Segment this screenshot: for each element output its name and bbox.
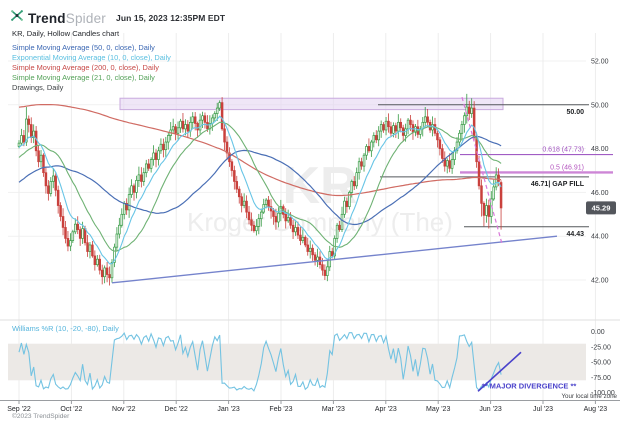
svg-text:46.00: 46.00 — [591, 190, 609, 197]
trendspider-logo-icon[interactable] — [10, 8, 24, 28]
legend-item-ema10[interactable]: Exponential Moving Average (10, 0, close… — [12, 53, 171, 62]
drawings-layer[interactable] — [111, 96, 558, 284]
svg-text:45.29: 45.29 — [592, 204, 611, 213]
svg-text:Nov '22: Nov '22 — [112, 406, 136, 413]
svg-text:42.00: 42.00 — [591, 278, 609, 285]
legend-item-drawings[interactable]: Drawings, Daily — [12, 83, 64, 92]
svg-text:Oct '22: Oct '22 — [60, 406, 82, 413]
svg-text:Jul '23: Jul '23 — [533, 406, 553, 413]
svg-text:Aug '23: Aug '23 — [584, 406, 608, 413]
svg-text:-50.00: -50.00 — [591, 360, 611, 367]
header: TrendSpider Jun 15, 2023 12:35PM EDT — [10, 8, 225, 28]
svg-text:-25.00: -25.00 — [591, 344, 611, 351]
svg-text:-100.00: -100.00 — [591, 390, 615, 397]
svg-text:44.00: 44.00 — [591, 234, 609, 241]
timezone-note[interactable]: Your local time zone — [561, 393, 618, 400]
brand-spider: Spider — [65, 10, 106, 26]
svg-text:Jan '23: Jan '23 — [217, 406, 239, 413]
svg-text:Feb '23: Feb '23 — [269, 406, 292, 413]
indicator-legend: KR, Daily, Hollow Candles chart Simple M… — [12, 29, 171, 93]
svg-text:Kroger Company (The): Kroger Company (The) — [187, 207, 453, 237]
resistance-zone[interactable] — [119, 97, 504, 111]
svg-text:44.43: 44.43 — [566, 231, 584, 238]
svg-text:46.71| GAP FILL: 46.71| GAP FILL — [531, 181, 585, 188]
ascending-trendline — [111, 235, 558, 284]
brand-trend: Trend — [28, 10, 66, 26]
svg-text:50.00: 50.00 — [566, 109, 584, 116]
svg-text:52.00: 52.00 — [591, 59, 609, 66]
legend-item-sma21[interactable]: Simple Moving Average (21, 0, close), Da… — [12, 73, 155, 82]
price-levels[interactable]: 50.00 0.618 (47.73) 0.5 (46.91) 46.71| GAP … — [378, 104, 613, 238]
legend-item-williams-r[interactable]: Williams %R (10, -20, -80), Daily — [12, 324, 119, 333]
svg-text:Jun '23: Jun '23 — [479, 406, 501, 413]
williams-threshold-band — [8, 343, 586, 381]
time-axis[interactable]: Sep '22 Oct '22 Nov '22 Dec '22 Jan '23 Feb '… — [0, 400, 620, 414]
svg-text:0.5 (46.91): 0.5 (46.91) — [550, 164, 584, 171]
candles — [17, 93, 503, 286]
price-axis[interactable]: 52.00 50.00 48.00 46.00 44.00 42.00 0.00 -25.00… — [591, 59, 615, 398]
divergence-label: ** MAJOR DIVERGENCE ** — [482, 382, 577, 391]
svg-text:-75.00: -75.00 — [591, 375, 611, 382]
svg-text:Sep '22: Sep '22 — [7, 406, 31, 413]
current-price-badge: 45.29 — [586, 201, 616, 215]
legend-item-sma200[interactable]: Simple Moving Average (200, 0, close), D… — [12, 63, 159, 72]
svg-text:Mar '23: Mar '23 — [322, 406, 345, 413]
chart-timestamp: Jun 15, 2023 12:35PM EDT — [116, 13, 226, 23]
svg-text:48.00: 48.00 — [591, 146, 609, 153]
dashed-breakdown-line — [461, 96, 503, 245]
brand-wordmark[interactable]: TrendSpider — [28, 11, 106, 26]
legend-item-sma50[interactable]: Simple Moving Average (50, 0, close), Da… — [12, 43, 155, 52]
svg-text:Apr '23: Apr '23 — [375, 406, 397, 413]
ema10-line — [18, 115, 502, 265]
svg-text:Dec '22: Dec '22 — [164, 406, 188, 413]
svg-text:50.00: 50.00 — [591, 102, 609, 109]
svg-text:0.618 (47.73): 0.618 (47.73) — [542, 147, 584, 154]
williams-r-line — [18, 331, 502, 392]
svg-text:0.00: 0.00 — [591, 329, 605, 336]
divergence-trendline[interactable] — [477, 351, 522, 392]
sma50-line — [18, 135, 502, 226]
symbol-legend-title[interactable]: KR, Daily, Hollow Candles chart — [12, 29, 120, 38]
moving-average-lines — [18, 104, 502, 265]
copyright-label: ©2023 TrendSpider — [12, 413, 70, 420]
svg-text:May '23: May '23 — [426, 406, 450, 413]
